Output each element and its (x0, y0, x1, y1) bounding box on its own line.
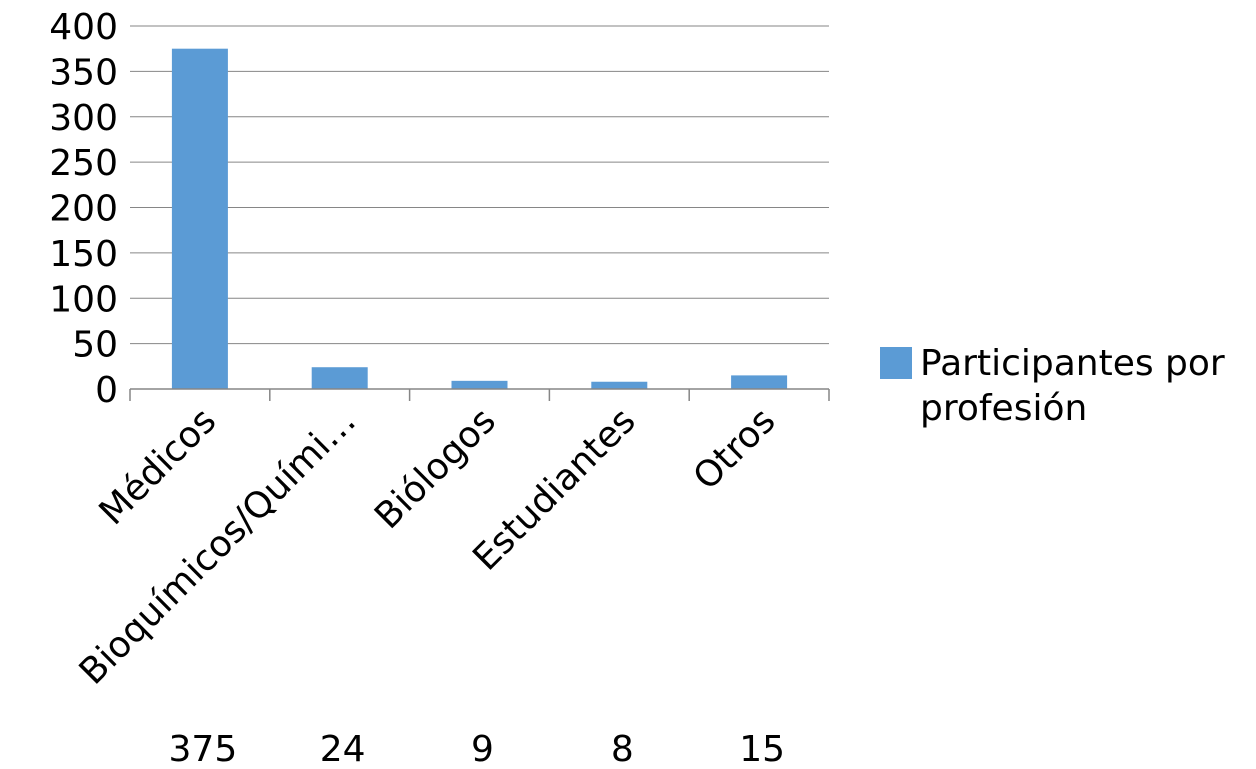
x-tick-label-1: Bioquímicos/Quími… (72, 400, 364, 692)
axes (129, 388, 830, 401)
x-tick-label-4: Otros (686, 400, 784, 498)
x-tick-label-2: Biólogos (367, 400, 504, 537)
value-label-3: 8 (611, 729, 634, 765)
x-tick-label-0: Médicos (92, 400, 225, 533)
y-tick-label-50: 50 (72, 325, 118, 366)
y-tick-label-150: 150 (49, 234, 118, 275)
value-label-4: 15 (739, 729, 785, 765)
bar-1 (311, 367, 368, 389)
bar-2 (451, 380, 508, 389)
legend-label-line-1: Participantes por (920, 343, 1225, 384)
bars (171, 48, 788, 389)
y-tick-label-0: 0 (95, 370, 118, 411)
value-row: 375 24 9 8 15 (169, 729, 785, 769)
bar-4 (731, 375, 788, 389)
gridlines (130, 25, 829, 345)
y-tick-label-200: 200 (49, 189, 118, 230)
y-tick-label-300: 300 (49, 98, 118, 139)
bar-3 (591, 381, 648, 389)
y-tick-label-250: 250 (49, 143, 118, 184)
bar-0 (171, 48, 228, 389)
y-tick-label-350: 350 (49, 52, 118, 93)
legend-swatch (880, 347, 912, 379)
value-label-1: 24 (320, 729, 366, 765)
y-tick-label-100: 100 (49, 279, 118, 320)
legend-label-line-2: profesión (920, 388, 1087, 429)
value-label-0: 375 (169, 729, 238, 765)
y-tick-label-400: 400 (49, 7, 118, 48)
value-label-2: 9 (471, 729, 494, 765)
legend: Participantes por profesión (880, 343, 1225, 429)
